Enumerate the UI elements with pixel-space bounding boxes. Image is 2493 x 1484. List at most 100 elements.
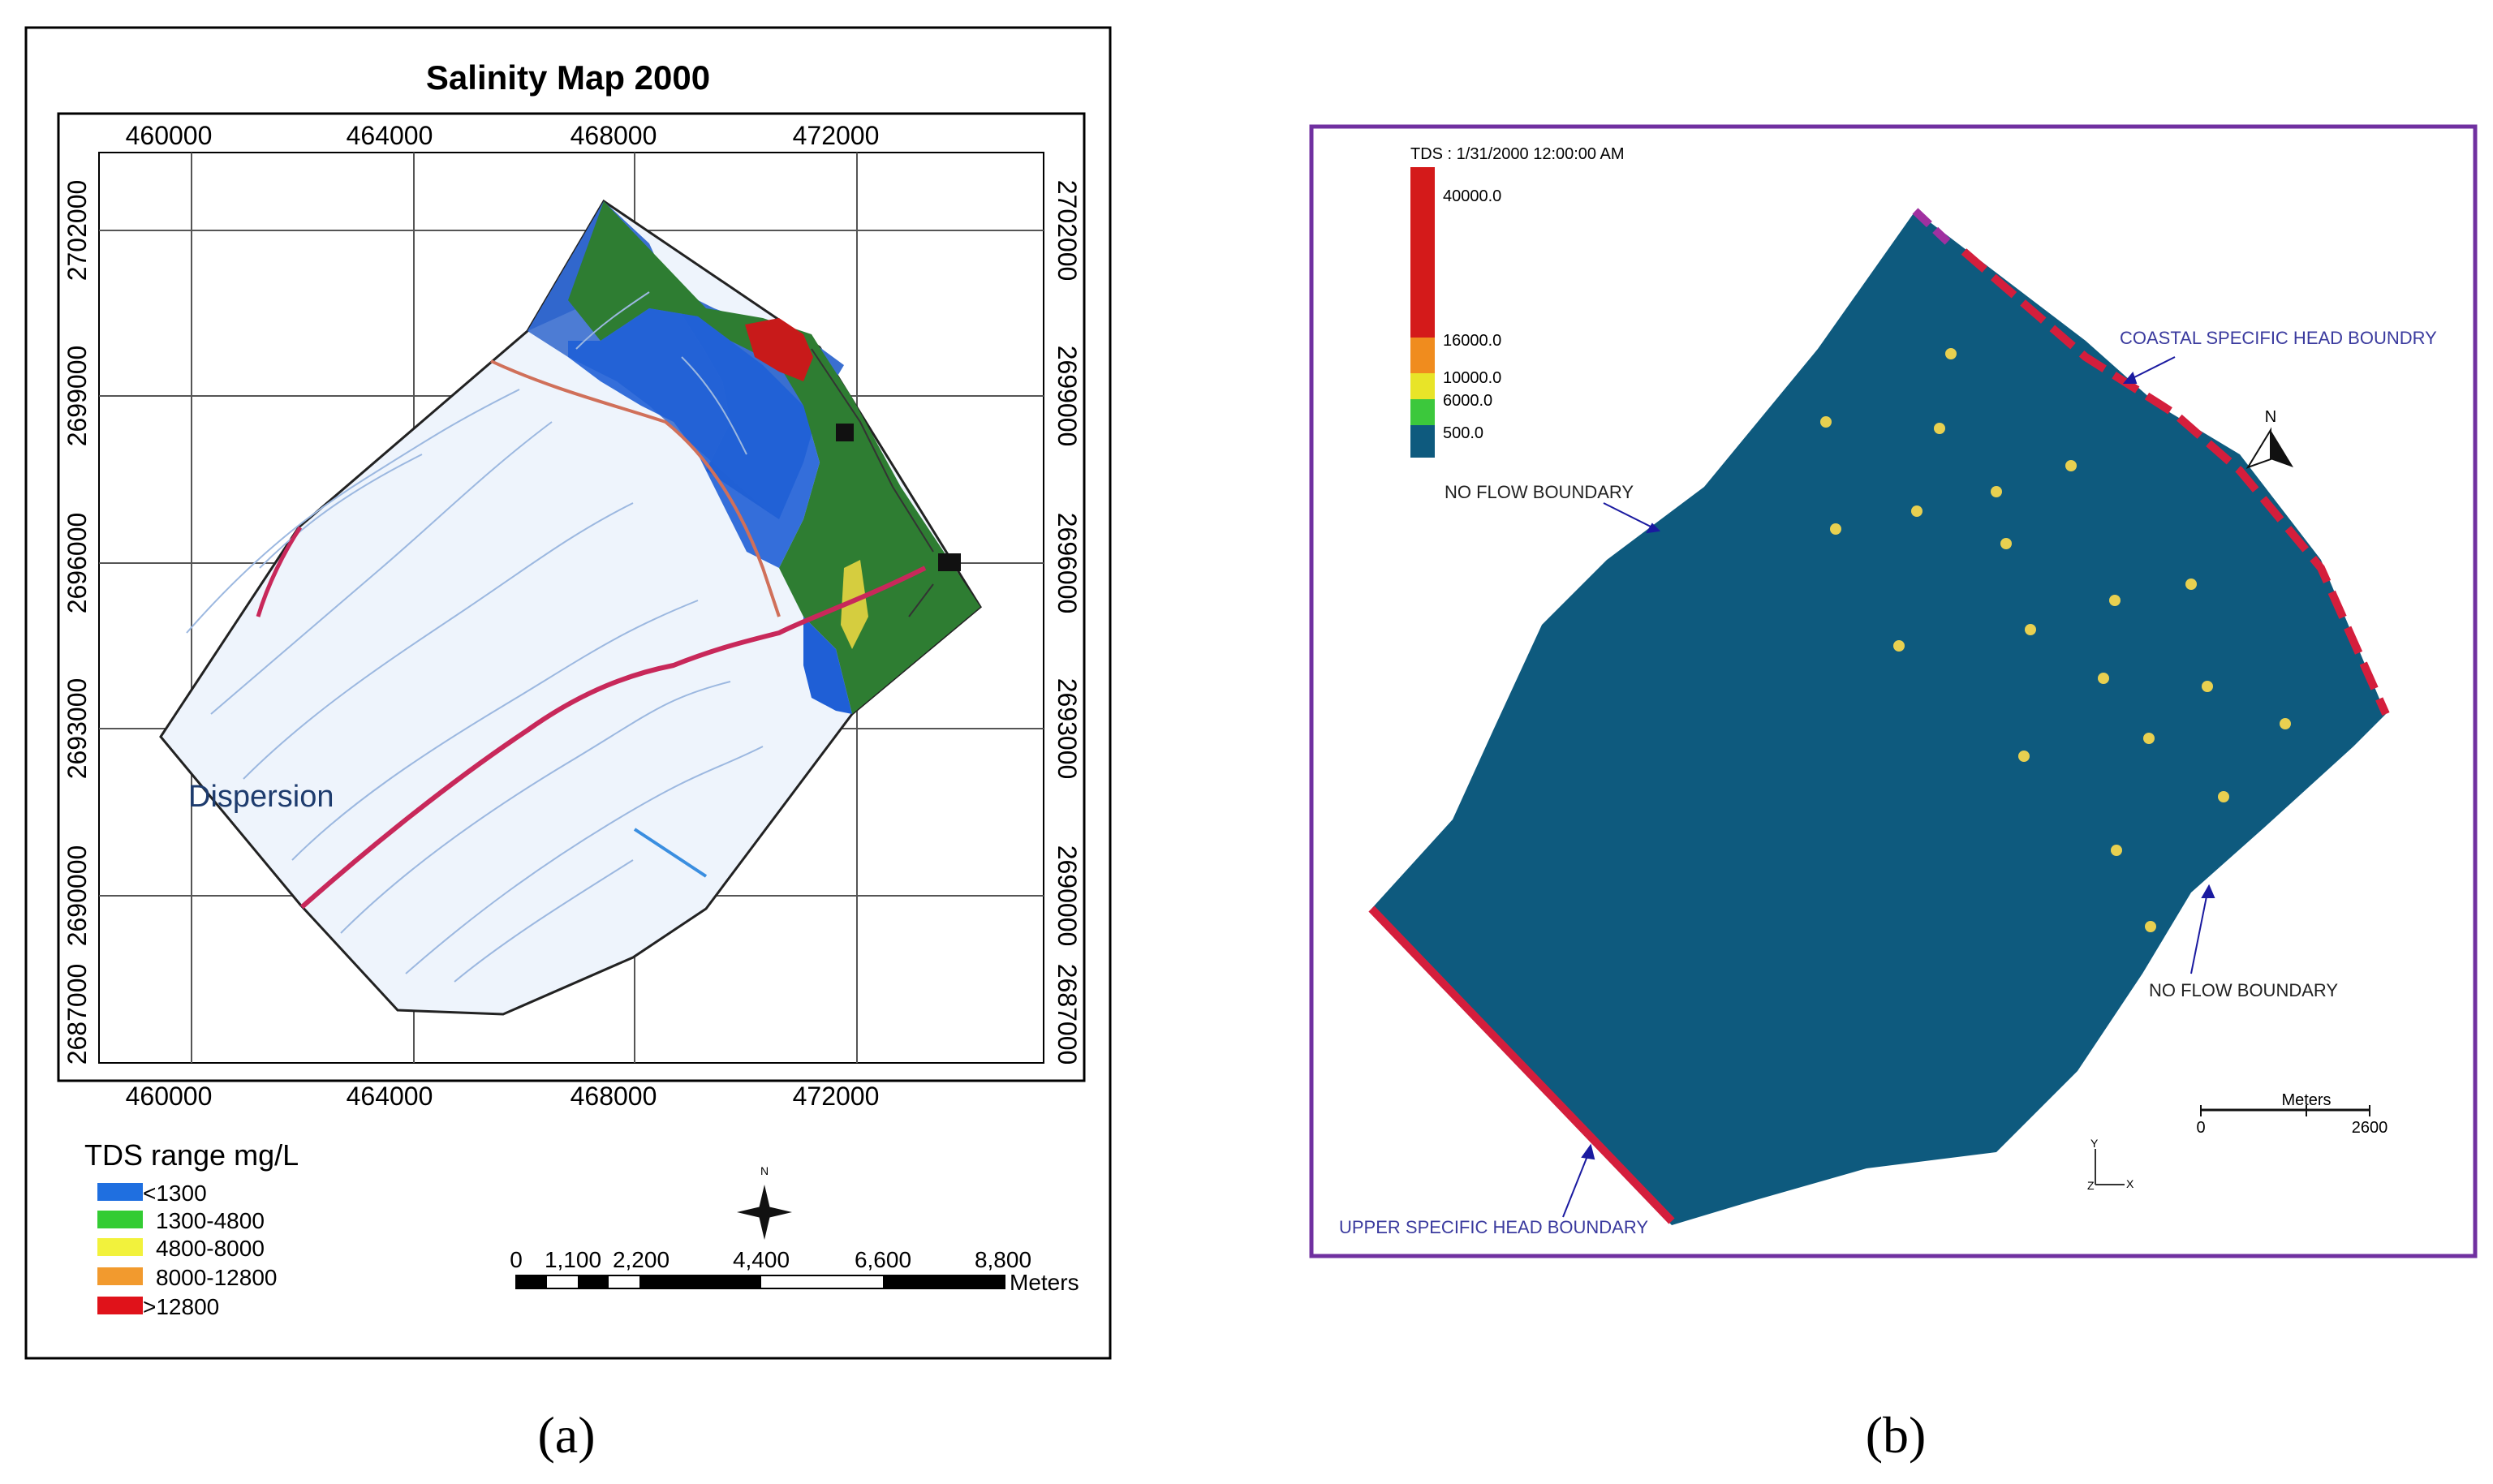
colorbar-tick-40000: 40000.0 <box>1443 187 1501 205</box>
label-no-flow-right: NO FLOW BOUNDARY <box>2149 980 2338 1000</box>
scale-bar-a-seg-1 <box>516 1275 547 1288</box>
scale-bar-b-title: Meters <box>2281 1091 2331 1109</box>
arrow-head-coastal <box>2122 371 2138 384</box>
y-axis-right: 2702000 2699000 2696000 2693000 2690000 … <box>1053 180 1082 1065</box>
y-tick-right-2: 2699000 <box>1053 346 1082 447</box>
axis-triad-z-label: Z <box>2087 1179 2095 1192</box>
colorbar: 40000.0 16000.0 10000.0 6000.0 500.0 <box>1410 167 1501 458</box>
y-tick-right-3: 2696000 <box>1053 513 1082 614</box>
stream-1 <box>210 421 553 715</box>
salinity-zone-low-center <box>568 308 820 568</box>
axis-triad <box>2095 1149 2125 1185</box>
caption-a: (a) <box>537 1406 595 1464</box>
legend-label-4: 8000-12800 <box>156 1265 277 1290</box>
well <box>2098 673 2109 684</box>
scale-label-1100: 1,100 <box>545 1247 601 1272</box>
x-axis-top: 460000 464000 468000 472000 <box>126 121 880 150</box>
label-upper-boundary: UPPER SPECIFIC HEAD BOUNDARY <box>1339 1217 1648 1237</box>
well <box>2025 624 2036 635</box>
well <box>2185 579 2197 590</box>
north-arrow-b-label: N <box>2265 408 2276 426</box>
main-road <box>300 566 927 910</box>
stream-3 <box>291 600 699 861</box>
colorbar-title: TDS : 1/31/2000 12:00:00 AM <box>1410 145 1625 163</box>
colorbar-orange <box>1410 338 1435 373</box>
colorbar-tick-500: 500.0 <box>1443 424 1483 442</box>
north-arrow-b-left <box>2245 427 2271 469</box>
well <box>1934 423 1945 434</box>
x-axis-bottom: 460000 464000 468000 472000 <box>126 1082 880 1111</box>
well <box>1893 640 1905 652</box>
salinity-zone-brackish <box>568 201 980 714</box>
colorbar-red <box>1410 167 1435 338</box>
x-tick-bottom-3: 468000 <box>571 1082 657 1111</box>
stream-2 <box>243 502 634 780</box>
road-north <box>490 359 781 617</box>
north-arrow-a: N <box>737 1164 792 1240</box>
salinity-zone-mid <box>841 560 868 649</box>
y-tick-left-5: 2690000 <box>62 845 92 947</box>
x-tick-top-3: 468000 <box>571 121 657 150</box>
scale-bar-b: Meters 0 2600 <box>2196 1091 2388 1137</box>
well <box>1945 348 1957 359</box>
dispersion-label: Dispersion <box>188 780 334 814</box>
x-tick-bottom-2: 464000 <box>347 1082 433 1111</box>
scale-bar-a: 0 1,100 2,200 4,400 6,600 8,800 Meters <box>510 1247 1079 1295</box>
scale-bar-a-seg-4 <box>883 1275 1005 1288</box>
x-tick-top-4: 472000 <box>793 121 880 150</box>
y-tick-left-6: 2687000 <box>62 964 92 1065</box>
stream-8 <box>454 859 634 983</box>
well <box>1991 486 2002 497</box>
annotation-arrows <box>1562 356 2215 1218</box>
label-coastal-boundary: COASTAL SPECIFIC HEAD BOUNDRY <box>2120 328 2437 348</box>
y-tick-left-4: 2693000 <box>62 678 92 780</box>
arrow-head-no-flow-top <box>1646 523 1661 534</box>
legend-swatch-5 <box>97 1297 143 1314</box>
scale-bar-a-seg-2 <box>578 1275 609 1288</box>
marker-2 <box>938 553 961 571</box>
legend-label-3: 4800-8000 <box>156 1236 265 1261</box>
y-tick-right-6: 2687000 <box>1053 964 1082 1065</box>
panel-b: TDS : 1/31/2000 12:00:00 AM 40000.0 1600… <box>1309 124 2478 1464</box>
legend-label-1: <1300 <box>143 1181 207 1206</box>
scale-label-2200: 2,200 <box>613 1247 670 1272</box>
legend-swatch-1 <box>97 1183 143 1201</box>
scale-label-6600: 6,600 <box>855 1247 911 1272</box>
arrow-head-upper <box>1581 1143 1595 1160</box>
scale-bar-a-seg-3 <box>639 1275 761 1288</box>
well <box>2145 921 2156 932</box>
road-west <box>256 526 303 617</box>
scale-bar-a-labels: 0 1,100 2,200 4,400 6,600 8,800 <box>510 1247 1031 1272</box>
label-no-flow-top: NO FLOW BOUNDARY <box>1445 482 1634 502</box>
stream-5 <box>186 389 520 634</box>
well <box>1820 416 1832 428</box>
scale-bar-b-label-2600: 2600 <box>2352 1119 2388 1137</box>
upper-boundary <box>1368 905 1675 1224</box>
north-arrow-b-right <box>2271 430 2293 467</box>
salinity-zone-low-south <box>803 617 852 714</box>
well <box>2065 460 2077 471</box>
legend: TDS range mg/L <1300 1300-4800 4800-8000… <box>84 1138 299 1319</box>
coast-line <box>811 348 934 553</box>
north-arrow-b: N <box>2245 408 2293 469</box>
legend-title: TDS range mg/L <box>84 1138 299 1172</box>
colorbar-tick-16000: 16000.0 <box>1443 332 1501 350</box>
coastal-boundary-purple-1 <box>1912 208 1951 245</box>
arrow-head-no-flow-right <box>2201 884 2215 898</box>
legend-swatch-2 <box>97 1211 143 1228</box>
x-tick-top-1: 460000 <box>126 121 213 150</box>
scale-label-8800: 8,800 <box>975 1247 1031 1272</box>
stream-10 <box>681 356 747 455</box>
arrow-coastal <box>2129 356 2176 381</box>
y-tick-left-2: 2699000 <box>62 346 92 447</box>
drainage-network <box>186 291 764 983</box>
wells <box>1820 348 2291 932</box>
legend-swatch-4 <box>97 1267 143 1285</box>
colorbar-ticks: 40000.0 16000.0 10000.0 6000.0 500.0 <box>1443 187 1501 442</box>
stream-9 <box>575 291 650 350</box>
stream-6 <box>405 746 764 974</box>
arrow-upper <box>1562 1151 1590 1218</box>
legend-label-5: >12800 <box>143 1294 219 1319</box>
caption-b: (b) <box>1866 1406 1927 1464</box>
panel-a: Salinity Map 2000 <box>24 26 1112 1464</box>
